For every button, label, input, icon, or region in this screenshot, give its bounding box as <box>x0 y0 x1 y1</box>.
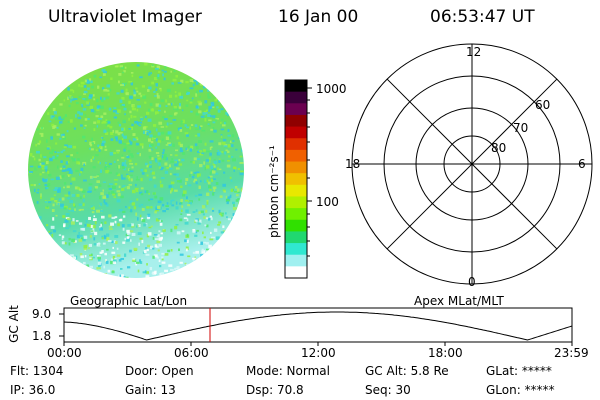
timeline-plot <box>59 307 573 346</box>
timeline-right-title: Apex MLat/MLT <box>414 294 504 308</box>
timeline-tick-0600: 06:00 <box>174 346 209 360</box>
timeline-y-bottom: 1.8 <box>32 329 52 343</box>
info-ip: IP: 36.0 <box>10 383 56 397</box>
timeline-tick-1800: 18:00 <box>428 346 463 360</box>
colorbar-tick-1000: 1000 <box>316 82 347 96</box>
info-dsp: Dsp: 70.8 <box>246 383 304 397</box>
app-title: Ultraviolet Imager <box>48 7 202 27</box>
mlt-label-0: 0 <box>468 275 476 289</box>
date-label: 16 Jan 00 <box>278 7 359 27</box>
color-bar <box>284 79 312 279</box>
mlt-label-18: 18 <box>345 157 361 171</box>
time-label: 06:53:47 UT <box>430 7 535 27</box>
timeline-tick-1200: 12:00 <box>301 346 336 360</box>
info-gain: Gain: 13 <box>125 383 176 397</box>
info-seq: Seq: 30 <box>365 383 411 397</box>
info-glon: GLon: ***** <box>486 383 555 397</box>
colorbar-tick-100: 100 <box>316 195 339 209</box>
info-flt: Flt: 1304 <box>10 364 64 378</box>
timeline-y-top: 9.0 <box>32 307 52 321</box>
mlat-label-60: 60 <box>535 98 551 112</box>
timeline-tick-2359: 23:59 <box>554 346 589 360</box>
info-gcalt: GC Alt: 5.8 Re <box>365 364 449 378</box>
info-mode: Mode: Normal <box>246 364 330 378</box>
info-glat: GLat: ***** <box>486 364 552 378</box>
uv-image <box>28 62 244 278</box>
mlt-label-6: 6 <box>578 157 586 171</box>
timeline-tick-0000: 00:00 <box>47 346 82 360</box>
timeline-axis-label: GC Alt <box>7 305 21 343</box>
timeline-left-title: Geographic Lat/Lon <box>70 294 188 308</box>
mlt-label-12: 12 <box>466 45 482 59</box>
mlat-label-80: 80 <box>491 141 507 155</box>
polar-grid <box>351 43 593 285</box>
info-door: Door: Open <box>125 364 194 378</box>
mlat-label-70: 70 <box>513 121 529 135</box>
